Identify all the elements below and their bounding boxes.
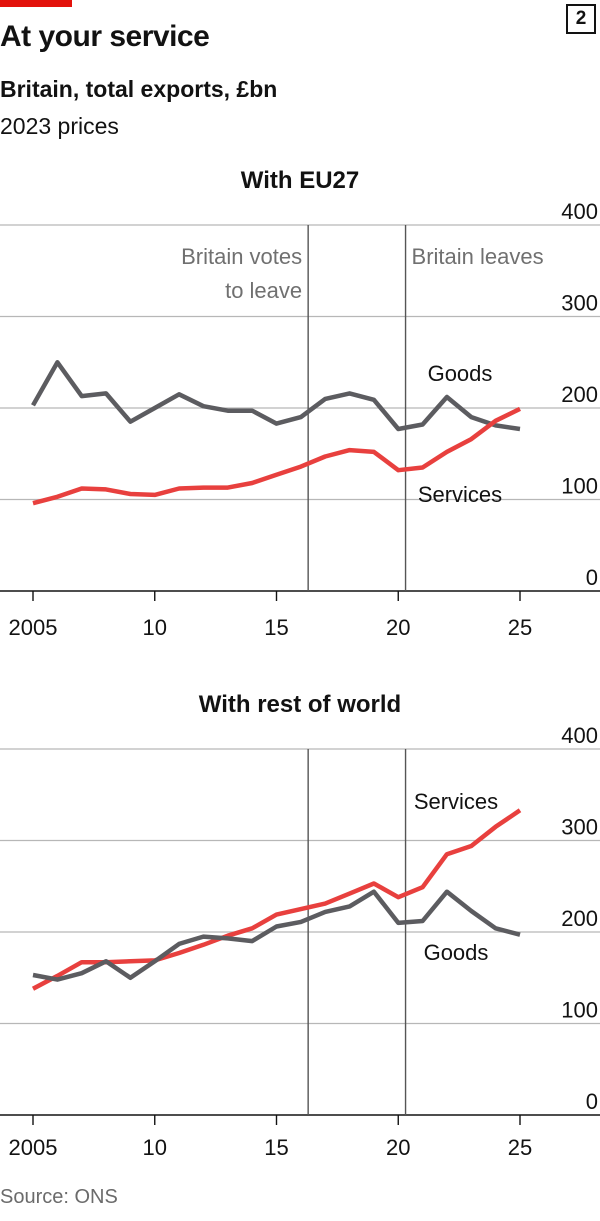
y-tick-label: 400	[561, 199, 598, 224]
x-tick-label: 25	[508, 1135, 532, 1160]
y-tick-label: 300	[561, 291, 598, 316]
chart-title: At your service	[0, 20, 210, 53]
panel-title: With rest of world	[199, 691, 401, 718]
y-tick-label: 400	[561, 723, 598, 748]
y-tick-label: 100	[561, 998, 598, 1023]
x-tick-label: 20	[386, 1135, 410, 1160]
event-annotation: Britain leaves	[412, 244, 544, 269]
series-line-goods	[31, 360, 521, 432]
series-line-services	[31, 808, 522, 991]
y-tick-label: 200	[561, 382, 598, 407]
series-label-goods: Goods	[424, 940, 489, 965]
chart-units: 2023 prices	[0, 113, 119, 139]
chart-subtitle: Britain, total exports, £bn	[0, 76, 278, 102]
series-label-services: Services	[418, 482, 502, 507]
x-tick-label: 15	[264, 1135, 288, 1160]
x-tick-label: 15	[264, 615, 288, 640]
accent-tag	[0, 0, 72, 7]
y-tick-label: 200	[561, 906, 598, 931]
series-line-services	[32, 406, 521, 506]
series-label-goods: Goods	[428, 361, 493, 386]
x-tick-label: 2005	[9, 615, 58, 640]
event-annotation: Britain votes	[181, 244, 302, 269]
y-tick-label: 0	[586, 1089, 598, 1114]
x-tick-label: 2005	[9, 1135, 58, 1160]
chart-number-badge: 2	[566, 4, 596, 34]
x-tick-label: 10	[143, 615, 167, 640]
x-tick-label: 10	[143, 1135, 167, 1160]
y-tick-label: 100	[561, 474, 598, 499]
source-note: Source: ONS	[0, 1186, 118, 1208]
y-tick-label: 300	[561, 815, 598, 840]
x-tick-label: 25	[508, 615, 532, 640]
panel-title: With EU27	[241, 167, 359, 194]
series-line-goods	[32, 889, 521, 982]
event-annotation: to leave	[225, 278, 302, 303]
series-label-services: Services	[414, 789, 498, 814]
x-tick-label: 20	[386, 615, 410, 640]
y-tick-label: 0	[586, 565, 598, 590]
